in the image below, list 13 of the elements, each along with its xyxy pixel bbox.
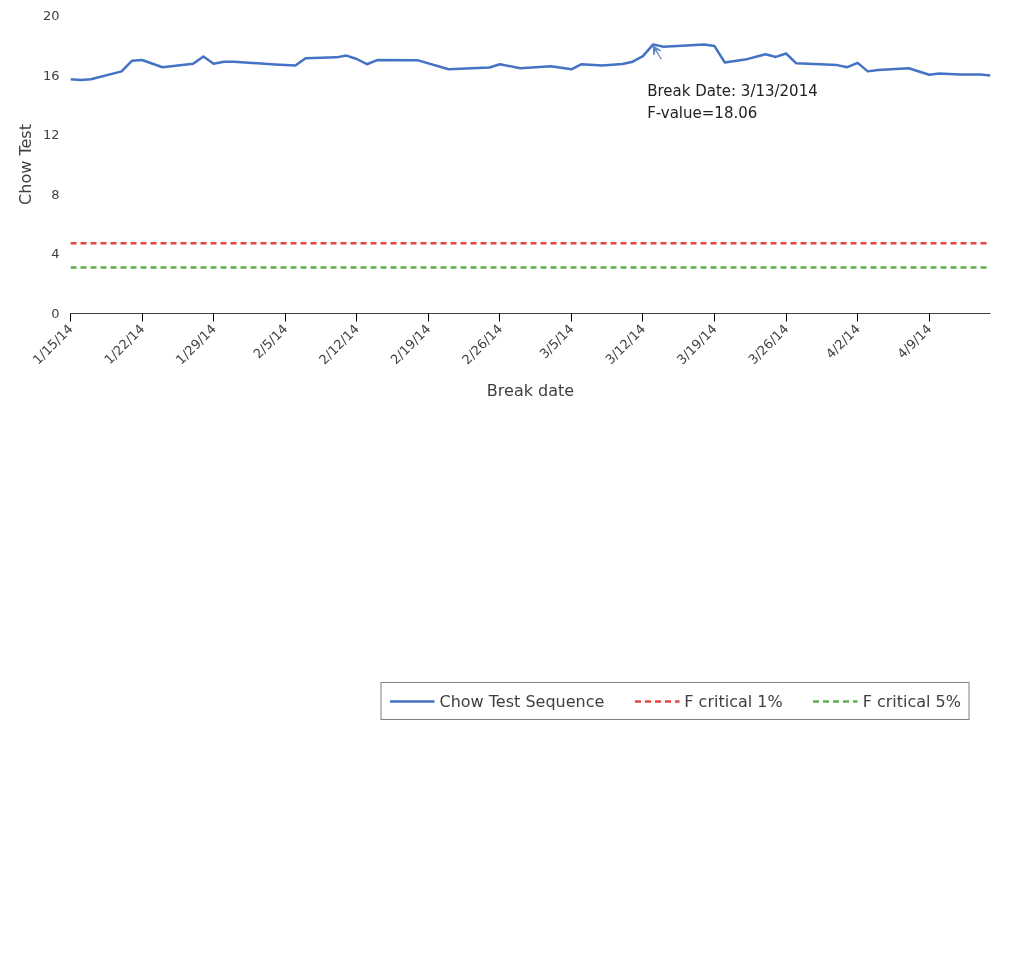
y-tick-label: 8 (51, 186, 60, 202)
y-axis-title: Chow Test (15, 124, 35, 205)
line-series (70, 43, 991, 82)
y-tick-label: 20 (42, 8, 60, 23)
legend-label: F critical 5% (862, 691, 961, 711)
y-tick-label: 4 (51, 246, 60, 262)
annotation: Break Date: 3/13/2014 F-value=18.06 (647, 82, 818, 123)
x-axis-title: Break date (486, 380, 575, 400)
legend-label: F critical 1% (684, 691, 783, 711)
y-tick-label: 16 (42, 67, 60, 83)
legend-label: Chow Test Sequence (439, 691, 605, 711)
y-tick-label: 12 (42, 127, 60, 143)
y-tick-label: 0 (51, 306, 60, 321)
